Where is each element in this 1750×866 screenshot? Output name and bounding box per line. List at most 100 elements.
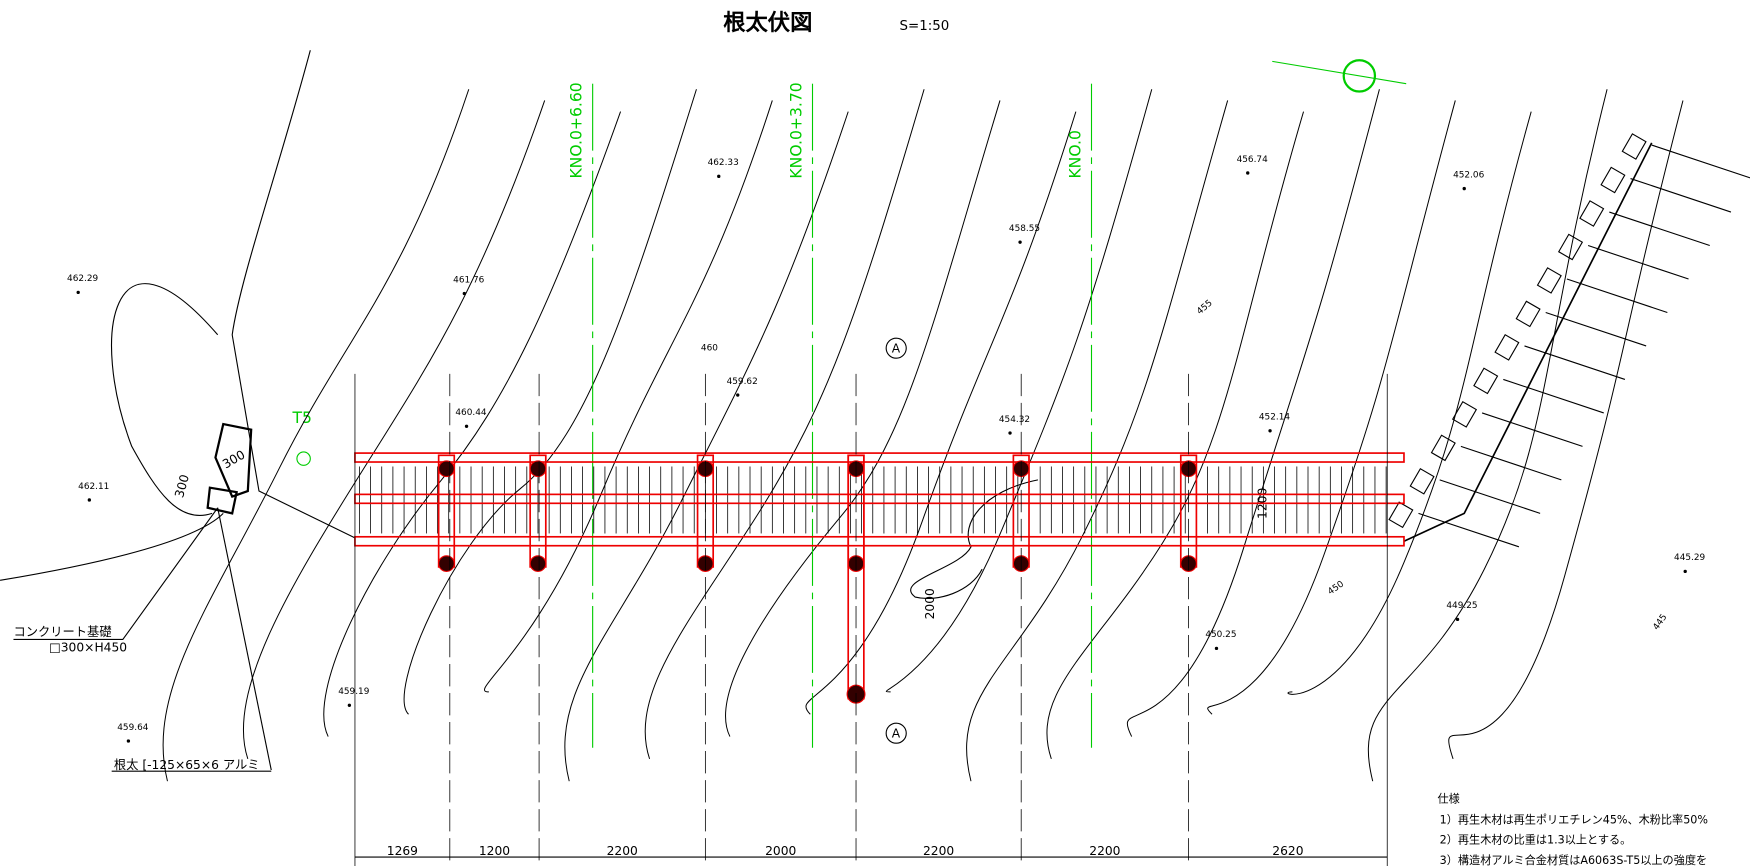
note-label: 根太 [-125×65×6 アルミ bbox=[114, 757, 260, 772]
contour bbox=[403, 89, 697, 715]
contour bbox=[885, 89, 1153, 693]
footing bbox=[529, 460, 547, 478]
station-label: KNO.0 bbox=[1066, 130, 1084, 178]
elevation: 450 bbox=[1326, 579, 1346, 597]
contour bbox=[910, 479, 1039, 599]
hatch bbox=[1566, 278, 1668, 314]
block bbox=[1557, 233, 1584, 261]
elevation: 454.32 bbox=[999, 415, 1030, 425]
elevation-point bbox=[464, 424, 469, 428]
elevation-point bbox=[462, 291, 466, 296]
hatch bbox=[1481, 412, 1583, 447]
hatch bbox=[1418, 512, 1520, 548]
elevation-point bbox=[87, 498, 92, 502]
hatch bbox=[1524, 345, 1626, 380]
elevation-point bbox=[76, 290, 80, 295]
dimension: 1200 bbox=[479, 844, 510, 858]
elevation-point bbox=[1018, 240, 1022, 244]
elevation: 455 bbox=[1195, 298, 1214, 317]
block bbox=[1621, 133, 1647, 160]
contour bbox=[564, 111, 849, 782]
hatch bbox=[1545, 311, 1647, 347]
elevation-point bbox=[736, 393, 740, 397]
note-label: コンクリート基礎 bbox=[13, 625, 111, 639]
elevation: 459.62 bbox=[727, 377, 758, 387]
hatch bbox=[1460, 445, 1562, 481]
elevation: 462.29 bbox=[67, 274, 98, 284]
contour bbox=[805, 111, 1077, 715]
contour bbox=[725, 100, 1001, 737]
station-label: KNO.0+3.70 bbox=[787, 82, 805, 178]
elevation: 450.25 bbox=[1205, 630, 1236, 640]
hatch bbox=[1651, 144, 1750, 179]
elevation: 445 bbox=[1652, 613, 1670, 633]
note: 1）再生木材は再生ポリエチレン45%、木粉比率50% bbox=[1440, 813, 1708, 827]
block bbox=[1494, 334, 1520, 361]
elevation-point bbox=[1455, 617, 1460, 622]
foundation bbox=[206, 486, 238, 515]
section-label: A bbox=[892, 727, 901, 741]
contour bbox=[484, 100, 773, 693]
block bbox=[1579, 200, 1605, 227]
point-marker bbox=[296, 451, 311, 466]
elevation-point bbox=[1008, 431, 1012, 435]
elevation: 458.55 bbox=[1009, 224, 1040, 234]
note: 3）構造材アルミ合金材質はA6063S-T5以上の強度を bbox=[1440, 853, 1707, 866]
block bbox=[1409, 467, 1435, 495]
hatch bbox=[1587, 244, 1689, 280]
elevation: 459.19 bbox=[338, 687, 369, 697]
dimension: 300 bbox=[220, 448, 247, 472]
footing bbox=[438, 460, 455, 478]
block bbox=[1515, 300, 1541, 328]
contour bbox=[1046, 111, 1305, 760]
elevation-point bbox=[717, 174, 721, 178]
block bbox=[1430, 434, 1456, 462]
elevation: 456.74 bbox=[1237, 155, 1268, 165]
block bbox=[1536, 267, 1562, 294]
elevation: 459.64 bbox=[117, 723, 148, 733]
elevation-point bbox=[1462, 186, 1466, 191]
dimension: 2000 bbox=[923, 588, 937, 619]
contour bbox=[1287, 111, 1532, 695]
contour bbox=[111, 283, 219, 516]
block bbox=[1451, 400, 1478, 428]
notes-title: 仕様 bbox=[1437, 791, 1459, 805]
elevation: 460.44 bbox=[455, 408, 486, 418]
elevation: 462.33 bbox=[708, 158, 739, 168]
foundation bbox=[214, 422, 253, 499]
dimension: 2200 bbox=[1089, 844, 1120, 858]
contour bbox=[1126, 89, 1380, 737]
edge bbox=[1403, 142, 1653, 543]
section-label: A bbox=[892, 342, 901, 356]
elevation-point bbox=[1683, 569, 1687, 574]
compass bbox=[1342, 59, 1377, 93]
elevation-point bbox=[1268, 429, 1272, 433]
contour bbox=[1207, 100, 1456, 715]
elevation-point bbox=[1214, 646, 1219, 651]
hatch bbox=[1609, 211, 1710, 247]
dimension: 1269 bbox=[387, 844, 418, 858]
block bbox=[1473, 367, 1499, 395]
point-label: T5 bbox=[291, 409, 311, 427]
elevation: 461.76 bbox=[453, 275, 484, 285]
elevation: 452.06 bbox=[1453, 170, 1484, 180]
scale: S=1:50 bbox=[900, 19, 950, 34]
hill-line bbox=[231, 50, 356, 539]
footing bbox=[438, 555, 455, 572]
hatch bbox=[1439, 479, 1541, 514]
elevation: 452.14 bbox=[1259, 413, 1290, 423]
title: 根太伏図 bbox=[723, 9, 812, 36]
elevation: 445.29 bbox=[1674, 553, 1705, 563]
block bbox=[1388, 501, 1414, 529]
elevation: 449.25 bbox=[1446, 601, 1477, 611]
contour bbox=[323, 111, 622, 737]
hatch bbox=[1630, 178, 1732, 213]
contour bbox=[1367, 89, 1608, 782]
elevation: 460 bbox=[701, 343, 718, 353]
contour bbox=[243, 100, 546, 760]
dimension: 2620 bbox=[1272, 844, 1303, 858]
block bbox=[1600, 166, 1626, 194]
elevation-point bbox=[1246, 171, 1250, 175]
dimension: 2000 bbox=[765, 844, 796, 858]
